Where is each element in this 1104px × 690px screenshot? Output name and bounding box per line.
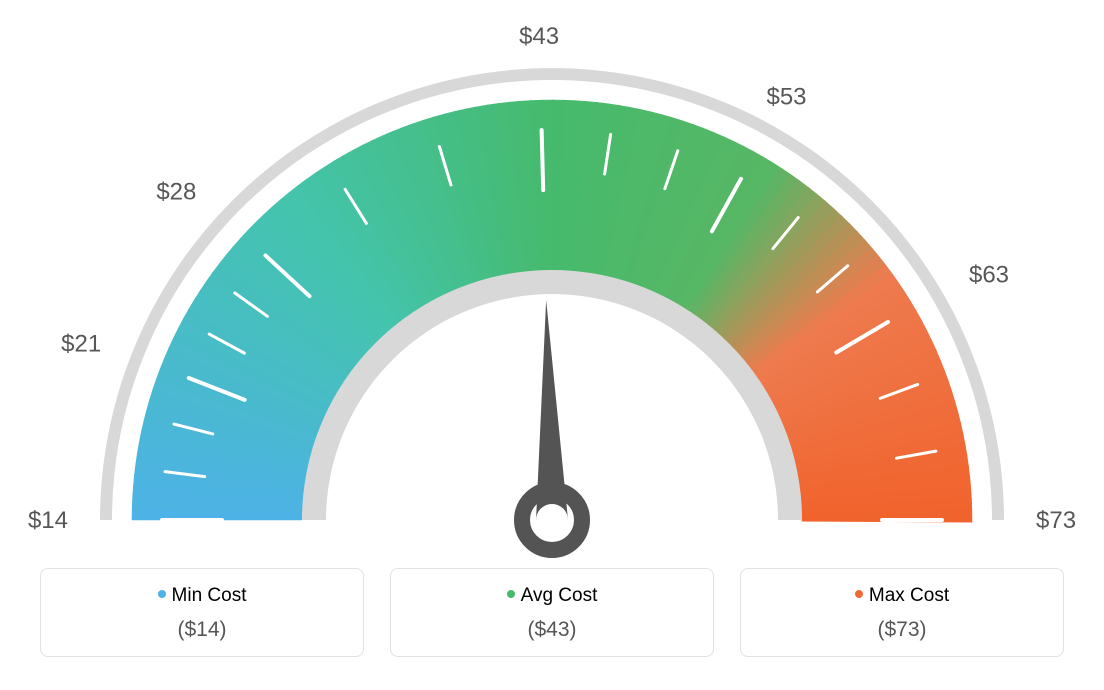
- legend-max-label: Max Cost: [869, 585, 949, 606]
- svg-text:$43: $43: [519, 23, 559, 50]
- dot-icon: [855, 590, 863, 598]
- legend-avg-title: Avg Cost: [403, 585, 701, 608]
- gauge-chart: $14 $21 $28 $43 $53 $63 $73: [0, 0, 1104, 560]
- legend-max-title: Max Cost: [753, 585, 1051, 608]
- svg-text:$21: $21: [61, 331, 101, 358]
- svg-text:$73: $73: [1036, 507, 1076, 534]
- dot-icon: [507, 590, 515, 598]
- legend-card-max: Max Cost ($73): [740, 568, 1064, 657]
- legend-card-min: Min Cost ($14): [40, 568, 364, 657]
- legend-min-value: ($14): [53, 618, 351, 642]
- legend-card-avg: Avg Cost ($43): [390, 568, 714, 657]
- svg-text:$28: $28: [156, 179, 196, 206]
- gauge-area: $14 $21 $28 $43 $53 $63 $73: [0, 0, 1104, 560]
- legend-max-value: ($73): [753, 618, 1051, 642]
- svg-text:$53: $53: [766, 84, 806, 111]
- svg-text:$63: $63: [969, 261, 1009, 288]
- legend-min-title: Min Cost: [53, 585, 351, 608]
- cost-gauge-container: $14 $21 $28 $43 $53 $63 $73 Min Cost ($14) Avg…: [0, 0, 1104, 690]
- legend-avg-value: ($43): [403, 618, 701, 642]
- legend-row: Min Cost ($14) Avg Cost ($43) Max Cost (…: [0, 568, 1104, 657]
- svg-text:$14: $14: [28, 507, 68, 534]
- legend-avg-label: Avg Cost: [521, 585, 598, 606]
- legend-min-label: Min Cost: [172, 585, 247, 606]
- dot-icon: [158, 590, 166, 598]
